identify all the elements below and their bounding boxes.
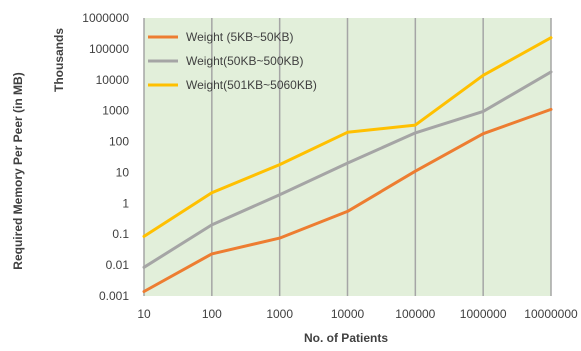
x-tick-label: 1000 <box>266 307 293 321</box>
legend-label-0: Weight (5KB~50KB) <box>186 30 294 44</box>
legend-label-1: Weight(50KB~500KB) <box>186 54 304 68</box>
y-tick-label: 10000 <box>96 73 130 87</box>
x-axis-tick-labels: 10 100 1000 10000 100000 1000000 10000000 <box>137 307 578 321</box>
y-tick-label: 1000000 <box>82 11 129 25</box>
series-line-2 <box>142 36 553 238</box>
y-tick-label: 100000 <box>89 42 129 56</box>
x-tick-label: 10000 <box>331 307 365 321</box>
x-tick-label: 1000000 <box>460 307 507 321</box>
x-tick-label: 100000 <box>395 307 435 321</box>
y-tick-label: 0.01 <box>106 258 130 272</box>
x-tick-label: 10 <box>137 307 151 321</box>
x-tick-label: 100 <box>202 307 222 321</box>
legend: Weight (5KB~50KB) Weight(50KB~500KB) Weigh… <box>148 30 317 92</box>
y-tick-label: 1000 <box>102 104 129 118</box>
series-line-1 <box>142 70 553 269</box>
y-tick-label: 100 <box>109 135 129 149</box>
y-tick-label: 1 <box>122 196 129 210</box>
y-axis-tick-labels: 1000000 100000 10000 1000 100 10 1 0.1 0.01 0.001 <box>82 11 129 303</box>
series-line-0 <box>142 107 553 293</box>
y-tick-label: 0.1 <box>112 227 129 241</box>
legend-label-2: Weight(501KB~5060KB) <box>186 78 317 92</box>
vertical-gridlines <box>143 18 552 296</box>
x-tick-label: 10000000 <box>524 307 578 321</box>
y-axis-title: Required Memory Per Peer (in MB) <box>11 72 25 269</box>
y-axis-units-label: Thousands <box>52 28 66 92</box>
y-tick-label: 10 <box>116 165 130 179</box>
x-axis-title: No. of Patients <box>304 331 388 345</box>
series-lines <box>142 36 553 293</box>
y-tick-label: 0.001 <box>99 289 129 303</box>
